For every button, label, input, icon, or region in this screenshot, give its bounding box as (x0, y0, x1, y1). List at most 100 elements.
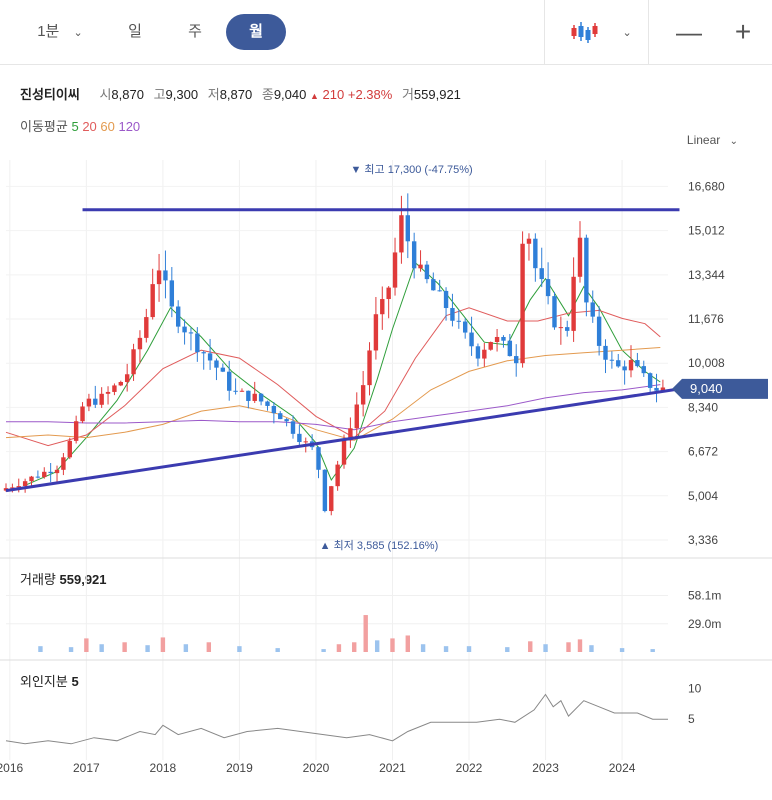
low-label: 저 (207, 87, 220, 102)
scale-mode-label: Linear (686, 133, 721, 147)
candle-body (533, 238, 538, 269)
candle-body (118, 381, 123, 386)
volume-value: 559,921 (413, 87, 461, 102)
tab-month[interactable]: 월 (226, 14, 286, 50)
candle-body (348, 428, 353, 441)
chevron-down-icon: ⌄ (73, 27, 83, 39)
candle-body (565, 327, 570, 331)
tab-week[interactable]: 주 (172, 14, 218, 50)
volume-bar (145, 645, 150, 652)
low-value: 8,870 (219, 87, 253, 102)
x-tick-label: 2022 (456, 761, 483, 775)
candle-body (284, 419, 289, 422)
interval-dropdown[interactable]: 1분 ⌄ (20, 14, 100, 50)
candle-body (462, 321, 468, 333)
candle-body (220, 367, 226, 372)
stock-name: 진성티이씨 (20, 87, 80, 102)
candle-body (93, 398, 98, 405)
candle-body (86, 398, 92, 407)
ma-period-120: 120 (114, 119, 141, 134)
candle-body (469, 332, 474, 347)
ma120-line (6, 384, 661, 431)
zoom-out-button[interactable]: — (672, 14, 706, 50)
volume-bar (352, 642, 357, 652)
candle-body (660, 387, 666, 391)
y-tick-label: 11,676 (688, 312, 724, 326)
candle-body (16, 486, 21, 488)
volume-bar (650, 649, 655, 652)
candlestick-icon (571, 22, 598, 44)
x-tick-label: 2024 (609, 761, 636, 775)
volume-bar (160, 637, 166, 652)
high-label: 고 (153, 87, 166, 102)
candle-body (354, 404, 359, 429)
volume-bar (577, 639, 583, 652)
candle-body (443, 290, 449, 309)
candle-body (539, 268, 544, 280)
zoom-in-button[interactable]: + (726, 14, 760, 50)
candle-body (48, 471, 53, 474)
candle-body (67, 440, 72, 458)
candle-body (322, 469, 328, 512)
candle-body (475, 346, 481, 359)
candle-body (360, 385, 366, 405)
candle-body (214, 360, 219, 368)
candle-body (590, 302, 595, 317)
close-label: 종 (261, 87, 274, 102)
foreign-y-tick-label: 5 (688, 712, 695, 726)
candle-body (577, 237, 583, 277)
candle-body (182, 326, 187, 333)
scale-mode-dropdown[interactable]: Linear ⌄ (687, 133, 738, 147)
volume-bar (505, 647, 510, 652)
chart-type-dropdown[interactable]: ⌄ (556, 14, 646, 50)
interval-label: 1분 (37, 23, 60, 40)
tab-month-label: 월 (249, 23, 263, 40)
volume-bar (206, 642, 212, 652)
candle-body (297, 433, 302, 443)
volume-bar (466, 646, 472, 652)
candle-body (501, 336, 506, 341)
candle-body (201, 352, 206, 354)
volume-bar (183, 644, 189, 652)
ma-period-20: 20 (78, 119, 97, 134)
tab-day-label: 일 (128, 23, 142, 40)
y-tick-label: 16,680 (688, 179, 725, 193)
candle-body (545, 279, 551, 297)
x-tick-label: 2020 (303, 761, 330, 775)
candle-body (514, 356, 519, 364)
candle-body (22, 481, 28, 487)
candle-body (112, 385, 117, 392)
candle-body (558, 327, 564, 329)
foreign-pane-value: 5 (71, 674, 79, 689)
candle-body (271, 405, 277, 414)
moving-average-legend[interactable]: 이동평균 5 20 60 120 (20, 116, 140, 135)
candle-body (265, 401, 270, 406)
candle-body (654, 387, 659, 391)
volume-bar (390, 638, 395, 652)
volume-bar (68, 647, 74, 652)
candle-body (207, 353, 213, 361)
quote-summary: 진성티이씨 시8,870 고9,300 저8,870 종9,040 ▲ 210 … (20, 84, 461, 103)
y-tick-label: 10,008 (688, 356, 725, 370)
chevron-down-icon: ⌄ (622, 27, 632, 39)
foreign-y-tick-label: 10 (688, 681, 702, 695)
candle-body (309, 441, 315, 448)
candle-body (175, 306, 181, 327)
y-tick-label: 8,340 (688, 400, 718, 414)
candle-body (386, 287, 391, 300)
candle-body (647, 373, 653, 388)
candle-body (341, 440, 347, 465)
candle-body (596, 316, 602, 346)
highest-annotation: ▼ 최고 17,300 (-47.75%) (350, 163, 472, 176)
x-tick-label: 2016 (0, 761, 23, 775)
candle-body (482, 349, 487, 359)
chart-toolbar: 1분 ⌄ 일 주 월 ⌄ — + (0, 0, 772, 65)
candle-body (278, 413, 283, 420)
candle-body (195, 333, 200, 353)
x-tick-label: 2017 (73, 761, 100, 775)
toolbar-divider (544, 0, 545, 64)
candle-body (124, 374, 130, 382)
tab-day[interactable]: 일 (112, 14, 158, 50)
y-tick-label: 3,336 (688, 533, 718, 547)
support-line (5, 387, 680, 493)
